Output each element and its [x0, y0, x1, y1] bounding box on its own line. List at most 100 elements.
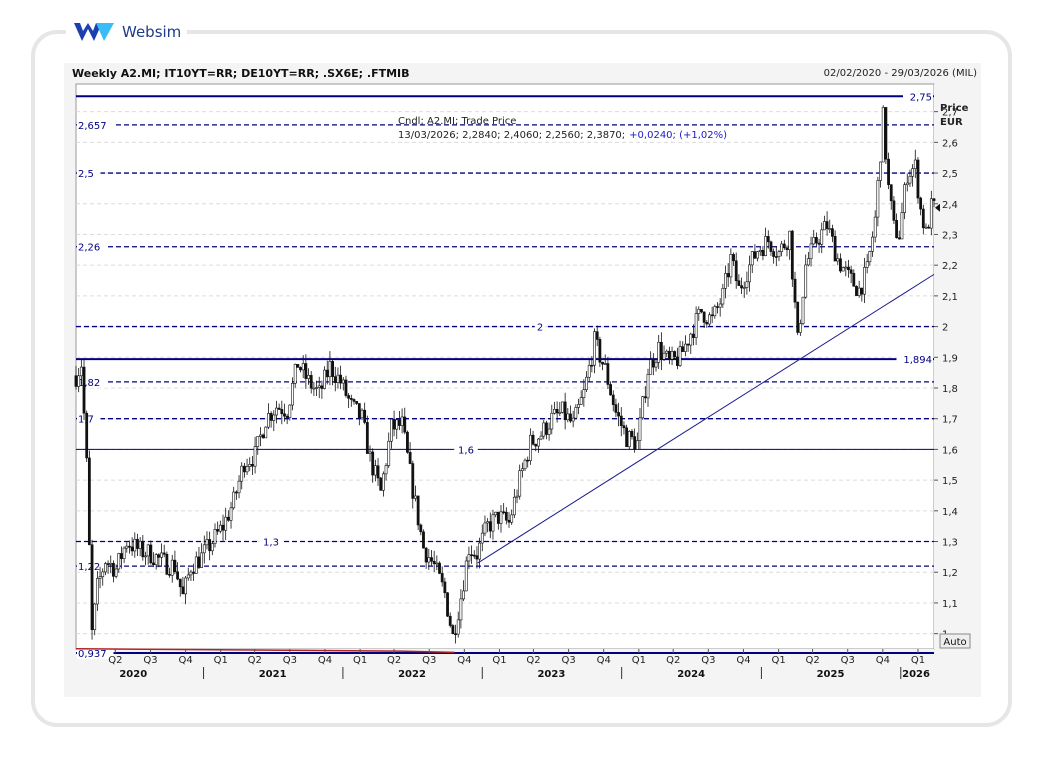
candle-body — [202, 544, 206, 554]
candle-body — [769, 241, 773, 252]
candle-body — [87, 457, 91, 546]
candle-body — [483, 522, 487, 534]
candle-body — [836, 258, 840, 262]
candle-body — [590, 364, 594, 367]
level-label-bg — [77, 412, 101, 425]
candle-body — [117, 553, 121, 570]
y-tick-label: 1,6 — [942, 445, 958, 456]
candle-body — [194, 556, 198, 574]
candle-body — [673, 351, 677, 358]
candle-body — [518, 470, 522, 497]
candle-body — [360, 409, 364, 419]
candle-body — [855, 285, 858, 296]
candle-body — [376, 465, 380, 479]
candle-body — [718, 303, 722, 308]
candle-body — [561, 401, 564, 413]
candle-body — [141, 540, 145, 558]
candle-body — [761, 250, 765, 256]
candle-body — [491, 514, 495, 532]
candle-body — [782, 243, 786, 249]
candle-body — [828, 228, 832, 230]
quarter-label: Q1 — [214, 655, 228, 666]
candle-body — [881, 107, 885, 163]
candle-body — [331, 361, 334, 377]
y-tick-label: 2,6 — [942, 138, 958, 149]
candle-body — [459, 598, 463, 621]
candle-body — [587, 364, 591, 378]
candle-body — [154, 554, 158, 566]
candle-body — [740, 285, 743, 289]
candle-body — [863, 267, 866, 295]
candle-body — [312, 387, 316, 390]
candle-body — [478, 542, 482, 560]
candle-body — [349, 398, 353, 400]
candle-body — [507, 519, 511, 523]
candle-body — [753, 251, 757, 259]
candle-body — [406, 431, 409, 453]
candle-body — [903, 184, 906, 213]
candle-body — [716, 306, 719, 308]
candle-body — [694, 313, 698, 338]
candle-body — [804, 264, 808, 298]
candle-body — [526, 459, 530, 462]
candle-body — [475, 555, 479, 560]
candle-body — [467, 554, 471, 562]
candle-body — [630, 431, 634, 437]
candle-body — [734, 260, 738, 282]
quarter-label: Q1 — [353, 655, 367, 666]
auto-scale-button[interactable]: Auto — [939, 633, 971, 649]
candle-body — [625, 427, 629, 448]
candle-body — [301, 363, 305, 371]
candle-body — [895, 220, 898, 239]
candle-body — [929, 198, 933, 229]
candle-body — [750, 251, 754, 266]
candle-body — [446, 592, 449, 617]
candle-body — [785, 247, 789, 250]
candle-body — [913, 159, 917, 169]
candle-body — [280, 409, 284, 415]
y-tick-label: 2,2 — [942, 261, 958, 272]
level-label-bg — [77, 240, 107, 253]
candle-body — [686, 343, 690, 346]
candle-body — [897, 237, 901, 240]
candle-body — [539, 435, 543, 440]
level-label: 1,22 — [78, 562, 100, 573]
candle-body — [766, 236, 770, 243]
y-tick-label: 1,1 — [942, 599, 958, 610]
candle-body — [809, 243, 813, 259]
candle-body — [90, 544, 94, 630]
candle-body — [806, 258, 810, 266]
candle-body — [534, 443, 538, 447]
candle-body — [865, 261, 869, 268]
legend-ohlc-values: 13/03/2026; 2,2840; 2,4060; 2,2560; 2,38… — [398, 130, 625, 141]
level-label: 1,894 — [903, 355, 932, 366]
candle-body — [435, 562, 439, 565]
time-axis-area — [76, 649, 934, 681]
candle-body — [408, 452, 412, 464]
volume-series-line — [75, 647, 455, 654]
candle-body — [825, 221, 829, 229]
quarter-label: Q4 — [597, 655, 611, 666]
candle-body — [245, 466, 249, 473]
candle-body — [352, 399, 356, 402]
quarter-label: Q3 — [561, 655, 575, 666]
candle-body — [847, 266, 850, 271]
candle-body — [234, 491, 238, 494]
candle-body — [480, 532, 484, 544]
candle-body — [662, 352, 666, 360]
candle-body — [841, 267, 845, 272]
candle-body — [315, 387, 318, 389]
level-label: 1,3 — [263, 538, 279, 549]
candle-body — [213, 529, 217, 545]
candle-body — [275, 407, 278, 416]
websim-logo[interactable]: Websim — [66, 18, 188, 46]
candle-body — [504, 511, 508, 521]
chart-title: Weekly A2.MI; IT10YT=RR; DE10YT=RR; .SX6… — [72, 67, 410, 80]
trend-line — [477, 273, 935, 564]
candle-body — [681, 346, 685, 352]
candle-body — [414, 495, 417, 499]
candle-body — [272, 414, 276, 421]
candle-body — [617, 412, 620, 417]
quarter-label: Q1 — [911, 655, 925, 666]
